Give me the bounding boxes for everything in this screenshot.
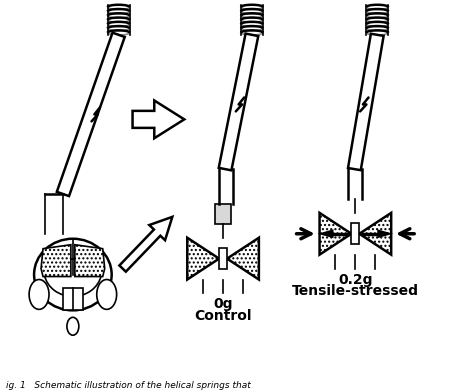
Text: Tensile-stressed: Tensile-stressed [292, 285, 419, 298]
Polygon shape [318, 229, 334, 238]
Text: ig. 1   Schematic illustration of the helical springs that: ig. 1 Schematic illustration of the heli… [6, 381, 251, 390]
Polygon shape [57, 33, 125, 196]
Ellipse shape [29, 279, 49, 309]
Polygon shape [133, 100, 184, 138]
Ellipse shape [67, 317, 79, 335]
Polygon shape [219, 34, 258, 171]
Bar [215, 204, 231, 224]
Polygon shape [319, 213, 351, 255]
Polygon shape [359, 213, 391, 255]
Text: Control: Control [194, 309, 252, 323]
Ellipse shape [34, 239, 112, 310]
Polygon shape [227, 238, 259, 279]
Ellipse shape [97, 279, 117, 309]
Bar [219, 248, 227, 269]
Polygon shape [187, 238, 219, 279]
Bar [351, 223, 359, 244]
Bar [63, 289, 83, 310]
Polygon shape [75, 245, 105, 276]
Text: 0.2g: 0.2g [338, 272, 373, 287]
Polygon shape [41, 245, 71, 276]
Polygon shape [348, 34, 383, 170]
Polygon shape [119, 217, 173, 272]
Polygon shape [377, 229, 393, 238]
Text: 0g: 0g [213, 298, 233, 311]
